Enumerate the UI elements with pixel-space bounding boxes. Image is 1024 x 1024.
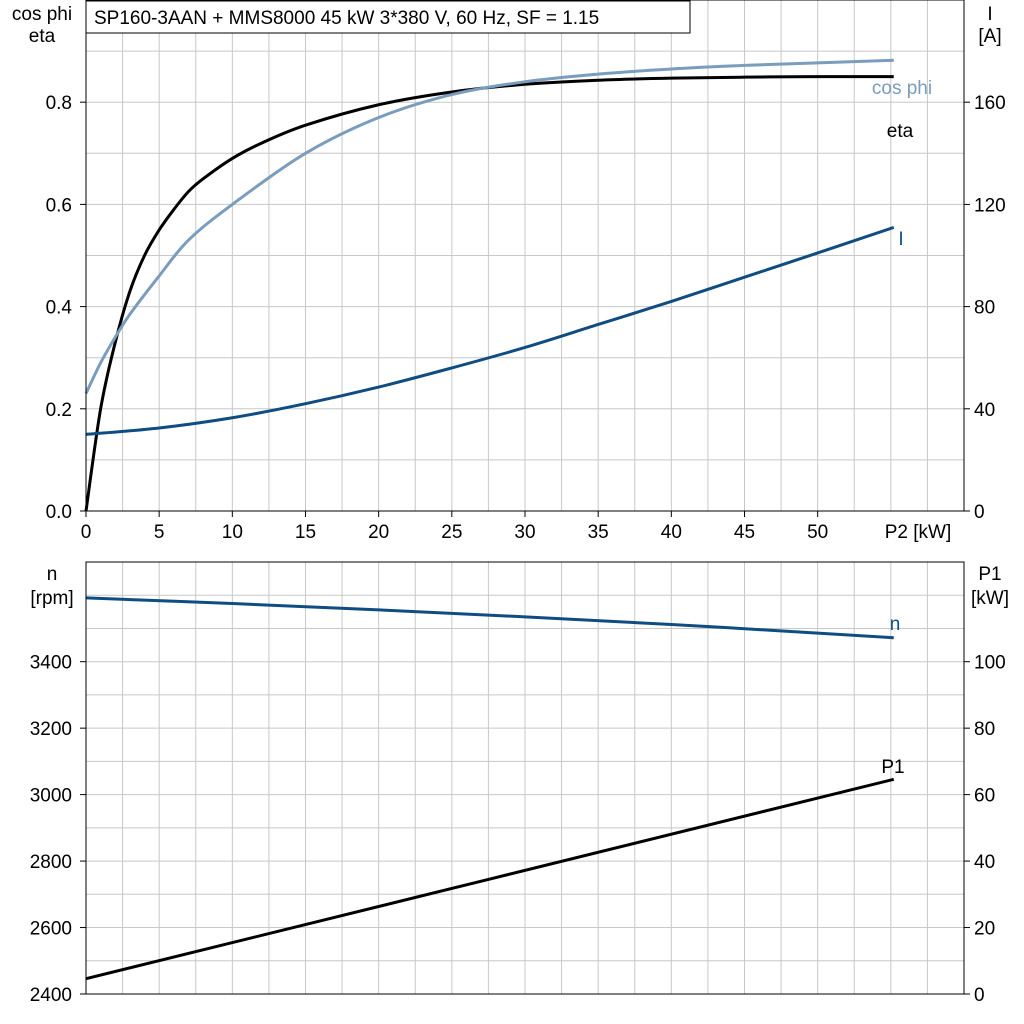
- bottom-plot-grid: [86, 562, 964, 994]
- x-tick-label: 20: [368, 522, 389, 543]
- x-tick-label: 40: [661, 522, 682, 543]
- top-left-axis-title-eta: eta: [29, 26, 56, 47]
- bottom-plot-frame: [85, 561, 965, 995]
- top-right-tick-label: 0: [974, 502, 985, 523]
- series-label-current: I: [898, 229, 903, 250]
- bottom-plot-series: [85, 596, 895, 981]
- top-right-tick-label: 160: [974, 93, 1006, 114]
- top-right-tick-label: 40: [974, 400, 995, 421]
- bottom-right-tick-label: 40: [974, 852, 995, 873]
- speed-n-curve: [85, 596, 894, 640]
- top-right-axis-title-current: I: [987, 4, 992, 25]
- series-label-cos-phi: cos phi: [872, 78, 932, 99]
- bottom-right-tick-label: 0: [974, 985, 985, 1006]
- top-right-axis-unit-current: [A]: [978, 26, 1001, 47]
- eta-curve: [84, 75, 894, 512]
- bottom-right-tick-label: 80: [974, 719, 995, 740]
- bottom-right-axis-unit-kw: [kW]: [971, 588, 1009, 609]
- top-plot-tick-labels: 0.0 0.2 0.4 0.6 0.8 0 40 80 120 160 0 5 10 15 20 25 30 35…: [46, 93, 1006, 543]
- chart-title: SP160-3AAN + MMS8000 45 kW 3*380 V, 60 H…: [94, 8, 599, 29]
- p1-curve: [85, 777, 895, 981]
- series-label-n: n: [890, 614, 901, 635]
- bottom-right-tick-label: 20: [974, 919, 995, 940]
- x-tick-label: 15: [295, 522, 316, 543]
- top-left-axis-title-cosphi: cos phi: [12, 4, 72, 25]
- top-left-tick-label: 0.6: [46, 195, 72, 216]
- current-curve: [85, 225, 895, 436]
- top-right-tick-label: 80: [974, 298, 995, 319]
- top-left-tick-label: 0.0: [46, 502, 72, 523]
- x-tick-label: 0: [81, 522, 92, 543]
- bottom-plot-tick-labels: 2400 2600 2800 3000 3200 3400 0 20 40 60 80 100: [30, 653, 1006, 1006]
- x-tick-label: 45: [734, 522, 755, 543]
- bottom-left-axis-unit-rpm: [rpm]: [30, 588, 73, 609]
- x-tick-label: 35: [588, 522, 609, 543]
- bottom-left-tick-label: 2400: [30, 985, 72, 1006]
- bottom-right-tick-label: 100: [974, 653, 1006, 674]
- chart-title-box: [85, 0, 691, 34]
- series-label-p1: P1: [881, 757, 904, 778]
- top-left-tick-label: 0.8: [46, 93, 72, 114]
- x-tick-label: 10: [222, 522, 243, 543]
- x-tick-label: 25: [441, 522, 462, 543]
- bottom-left-tick-label: 3400: [30, 653, 72, 674]
- top-left-tick-label: 0.2: [46, 400, 72, 421]
- bottom-right-tick-label: 60: [974, 786, 995, 807]
- bottom-left-tick-label: 3000: [30, 786, 72, 807]
- series-label-eta: eta: [887, 121, 914, 142]
- x-tick-label: 30: [514, 522, 535, 543]
- x-tick-label: 5: [154, 522, 165, 543]
- bottom-right-axis-title-p1: P1: [978, 564, 1001, 585]
- top-plot-series: [84, 58, 895, 512]
- top-right-tick-label: 120: [974, 195, 1006, 216]
- bottom-left-tick-label: 2800: [30, 852, 72, 873]
- bottom-left-tick-label: 3200: [30, 719, 72, 740]
- bottom-left-axis-title-n: n: [47, 564, 58, 585]
- x-axis-title: P2 [kW]: [885, 522, 952, 543]
- x-tick-label: 50: [807, 522, 828, 543]
- cos-phi-curve: [84, 58, 894, 395]
- bottom-left-tick-label: 2600: [30, 919, 72, 940]
- top-left-tick-label: 0.4: [46, 298, 73, 319]
- top-plot-frame: [85, 0, 965, 512]
